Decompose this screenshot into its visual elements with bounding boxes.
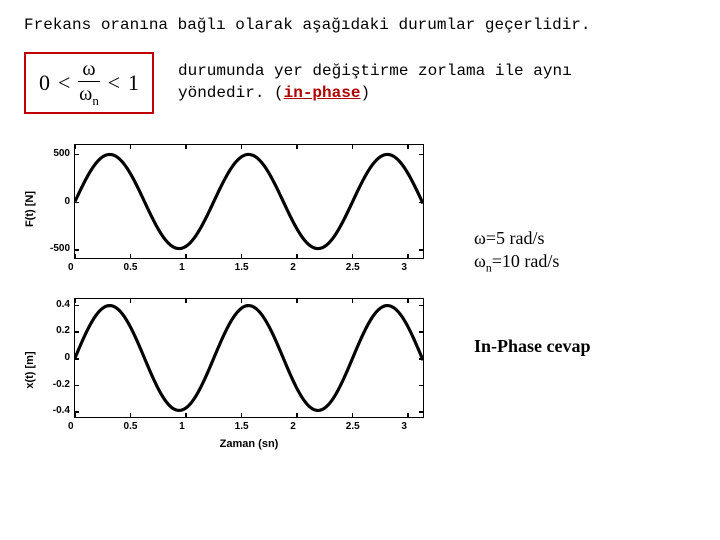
explain-line-2a: yöndedir. ( bbox=[178, 84, 284, 102]
formula-lt-1: < bbox=[54, 70, 74, 96]
formula-fraction: ω ωn bbox=[74, 59, 103, 107]
x-tick-label: 1 bbox=[179, 262, 185, 273]
formula-row: 0 < ω ωn < 1 durumunda yer değiştirme zo… bbox=[24, 52, 696, 114]
y-tick-label: -500 bbox=[50, 243, 70, 254]
x-tick-label: 3 bbox=[401, 421, 407, 432]
x-axis-label: Zaman (sn) bbox=[220, 438, 279, 450]
y-axis-label: x(t) [m] bbox=[24, 351, 36, 388]
y-axis-label: F(t) [N] bbox=[24, 191, 36, 227]
x-tick-label: 1.5 bbox=[235, 262, 249, 273]
x-tick-label: 0.5 bbox=[124, 421, 138, 432]
side-text-column: ω=5 rad/s ωn=10 rad/s In-Phase cevap bbox=[454, 134, 591, 450]
explain-line-1: durumunda yer değiştirme zorlama ile ayn… bbox=[178, 62, 572, 80]
x-tick-label: 2.5 bbox=[346, 421, 360, 432]
x-tick-label: 0.5 bbox=[124, 262, 138, 273]
formula-box: 0 < ω ωn < 1 bbox=[24, 52, 154, 114]
x-tick-label: 1.5 bbox=[235, 421, 249, 432]
frequency-params: ω=5 rad/s ωn=10 rad/s bbox=[474, 227, 591, 276]
y-tick-label: -0.4 bbox=[53, 405, 70, 416]
intro-text: Frekans oranına bağlı olarak aşağıdaki d… bbox=[24, 16, 696, 34]
y-tick-label: 0.4 bbox=[56, 299, 70, 310]
plot-area bbox=[74, 298, 424, 418]
omega-n-line: ωn=10 rad/s bbox=[474, 251, 559, 271]
formula-one: 1 bbox=[124, 70, 143, 96]
in-phase-caption: In-Phase cevap bbox=[474, 336, 591, 357]
omega-line: ω=5 rad/s bbox=[474, 228, 545, 248]
y-tick-label: 0.2 bbox=[56, 325, 70, 336]
content-row: F(t) [N] -500 0 500 0 0.5 1 1.5 2 2.5 3 x(t) [m] -0… bbox=[24, 134, 696, 450]
x-tick-label: 2 bbox=[290, 262, 296, 273]
explanation-text: durumunda yer değiştirme zorlama ile ayn… bbox=[178, 61, 572, 104]
displacement-chart: x(t) [m] -0.4 -0.2 0 0.2 0.4 0 0.5 1 1.5 2 2.5 3 Zama… bbox=[24, 290, 444, 450]
y-tick-label: 500 bbox=[53, 148, 70, 159]
force-chart: F(t) [N] -500 0 500 0 0.5 1 1.5 2 2.5 3 bbox=[24, 134, 444, 284]
explain-line-2b: ) bbox=[360, 84, 370, 102]
y-tick-label: 0 bbox=[64, 352, 70, 363]
x-tick-label: 0 bbox=[68, 421, 74, 432]
x-tick-label: 3 bbox=[401, 262, 407, 273]
formula-denominator: ωn bbox=[79, 82, 99, 107]
charts-column: F(t) [N] -500 0 500 0 0.5 1 1.5 2 2.5 3 x(t) [m] -0… bbox=[24, 134, 444, 450]
x-tick-label: 2 bbox=[290, 421, 296, 432]
y-tick-label: -0.2 bbox=[53, 379, 70, 390]
formula-numerator: ω bbox=[78, 59, 99, 82]
plot-area bbox=[74, 144, 424, 259]
x-tick-label: 2.5 bbox=[346, 262, 360, 273]
in-phase-label: in-phase bbox=[284, 84, 361, 102]
x-tick-label: 1 bbox=[179, 421, 185, 432]
formula-zero: 0 bbox=[35, 70, 54, 96]
formula-lt-2: < bbox=[104, 70, 124, 96]
y-tick-label: 0 bbox=[64, 196, 70, 207]
x-tick-label: 0 bbox=[68, 262, 74, 273]
